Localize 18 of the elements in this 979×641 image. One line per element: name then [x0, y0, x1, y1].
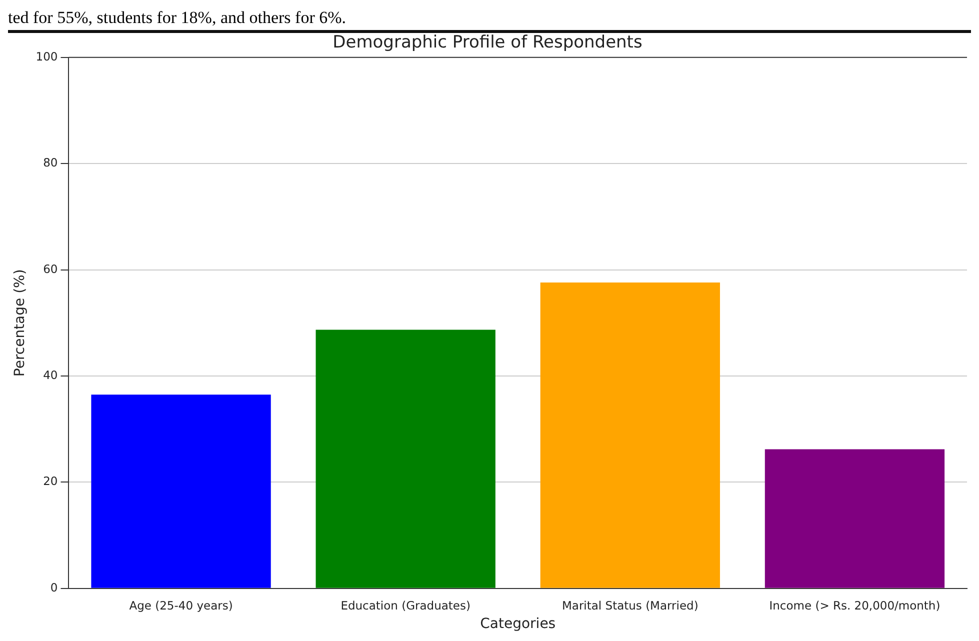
x-axis-title: Categories [480, 616, 556, 632]
y-axis-title: Percentage (%) [12, 269, 28, 377]
y-tick-label: 80 [43, 156, 58, 170]
bar [91, 394, 271, 588]
x-tick-label: Marital Status (Married) [562, 598, 698, 612]
y-tick-label: 40 [43, 368, 58, 382]
x-tick-label: Age (25-40 years) [129, 598, 233, 612]
y-tick-label: 0 [50, 580, 58, 594]
x-tick-label: Education (Graduates) [340, 598, 470, 612]
text: ted for 55%, students for 18%, and others for 6%. [8, 8, 971, 33]
x-tick-label: Income (> Rs. 20,000/month) [769, 598, 940, 612]
bar [764, 449, 945, 588]
bar [316, 330, 496, 588]
chart-title: Demographic Profile of Respondents [332, 32, 642, 53]
y-tick-label: 20 [43, 474, 58, 488]
bar [540, 282, 720, 588]
y-tick-label: 100 [36, 49, 58, 64]
y-tick-label: 60 [43, 262, 58, 276]
